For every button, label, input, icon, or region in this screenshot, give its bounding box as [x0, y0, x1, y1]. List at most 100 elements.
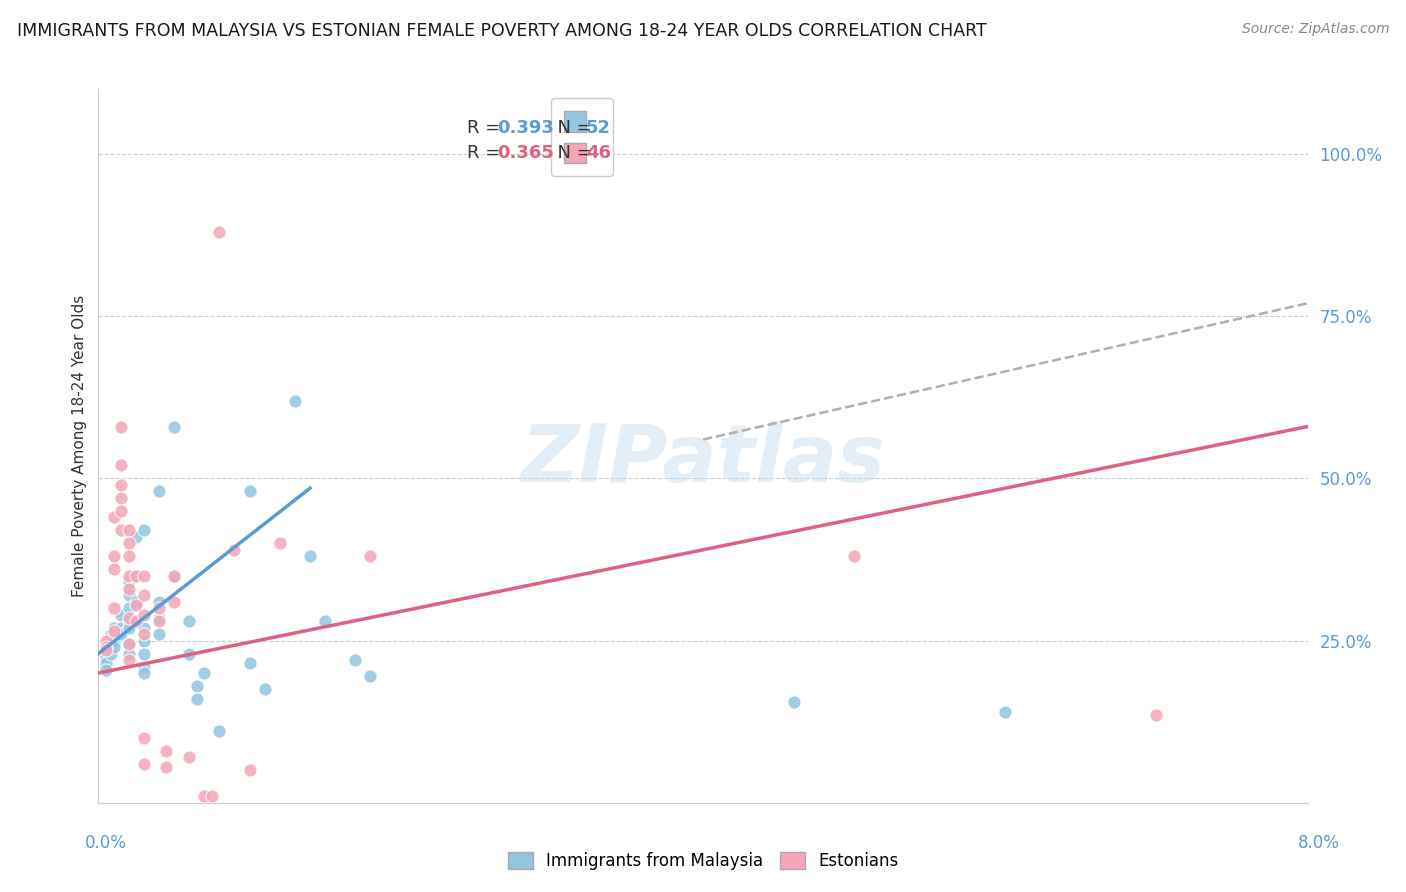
- Point: [118, 614, 141, 628]
- Text: 52: 52: [586, 120, 610, 137]
- Point: [103, 624, 125, 638]
- Text: N =: N =: [546, 145, 598, 162]
- Point: [118, 575, 141, 590]
- Point: [103, 621, 125, 635]
- Point: [94, 657, 117, 671]
- Point: [148, 627, 170, 641]
- Point: [103, 633, 125, 648]
- Point: [118, 582, 141, 596]
- Point: [155, 744, 177, 758]
- Text: 8.0%: 8.0%: [1298, 834, 1340, 852]
- Point: [239, 657, 262, 671]
- Point: [163, 595, 186, 609]
- Point: [186, 692, 208, 706]
- Text: 0.365: 0.365: [498, 145, 554, 162]
- Point: [118, 524, 141, 538]
- Point: [132, 731, 155, 745]
- Point: [148, 595, 170, 609]
- Point: [103, 640, 125, 654]
- Point: [193, 789, 215, 804]
- Point: [125, 530, 148, 544]
- Point: [118, 647, 141, 661]
- Point: [125, 595, 148, 609]
- Point: [103, 601, 125, 615]
- Point: [132, 756, 155, 771]
- Point: [284, 393, 307, 408]
- Point: [100, 647, 122, 661]
- Point: [132, 568, 155, 582]
- Point: [103, 627, 125, 641]
- Point: [118, 536, 141, 550]
- Point: [201, 789, 224, 804]
- Text: N =: N =: [546, 120, 598, 137]
- Point: [118, 637, 141, 651]
- Point: [186, 679, 208, 693]
- Point: [360, 549, 382, 564]
- Point: [360, 669, 382, 683]
- Point: [118, 588, 141, 602]
- Point: [94, 643, 117, 657]
- Point: [118, 653, 141, 667]
- Point: [100, 627, 122, 641]
- Point: [179, 647, 201, 661]
- Point: [94, 640, 117, 654]
- Point: [163, 419, 186, 434]
- Point: [110, 607, 132, 622]
- Point: [783, 695, 806, 709]
- Point: [118, 637, 141, 651]
- Point: [299, 549, 322, 564]
- Point: [844, 549, 866, 564]
- Point: [994, 705, 1017, 719]
- Text: Source: ZipAtlas.com: Source: ZipAtlas.com: [1241, 22, 1389, 37]
- Text: R =: R =: [467, 120, 506, 137]
- Point: [110, 491, 132, 505]
- Text: IMMIGRANTS FROM MALAYSIA VS ESTONIAN FEMALE POVERTY AMONG 18-24 YEAR OLDS CORREL: IMMIGRANTS FROM MALAYSIA VS ESTONIAN FEM…: [17, 22, 987, 40]
- Text: 0.0%: 0.0%: [84, 834, 127, 852]
- Point: [132, 588, 155, 602]
- Point: [110, 419, 132, 434]
- Point: [239, 484, 262, 499]
- Point: [253, 682, 276, 697]
- Point: [132, 627, 155, 641]
- Point: [344, 653, 367, 667]
- Point: [132, 633, 155, 648]
- Point: [314, 614, 336, 628]
- Point: [125, 614, 148, 628]
- Point: [239, 764, 262, 778]
- Point: [132, 659, 155, 673]
- Point: [94, 637, 117, 651]
- Point: [163, 568, 186, 582]
- Point: [118, 568, 141, 582]
- Point: [132, 524, 155, 538]
- Legend: Immigrants from Malaysia, Estonians: Immigrants from Malaysia, Estonians: [501, 845, 905, 877]
- Point: [193, 666, 215, 681]
- Point: [132, 666, 155, 681]
- Point: [100, 640, 122, 654]
- Point: [148, 601, 170, 615]
- Point: [110, 621, 132, 635]
- Point: [148, 614, 170, 628]
- Text: 0.393: 0.393: [498, 120, 554, 137]
- Point: [132, 621, 155, 635]
- Point: [155, 760, 177, 774]
- Point: [110, 504, 132, 518]
- Point: [103, 510, 125, 524]
- Point: [94, 649, 117, 664]
- Point: [118, 601, 141, 615]
- Text: R =: R =: [467, 145, 506, 162]
- Point: [94, 633, 117, 648]
- Y-axis label: Female Poverty Among 18-24 Year Olds: Female Poverty Among 18-24 Year Olds: [72, 295, 87, 597]
- Text: 46: 46: [586, 145, 610, 162]
- Point: [179, 614, 201, 628]
- Point: [179, 750, 201, 764]
- Point: [125, 598, 148, 612]
- Point: [125, 568, 148, 582]
- Point: [118, 621, 141, 635]
- Point: [110, 524, 132, 538]
- Point: [110, 627, 132, 641]
- Point: [208, 724, 231, 739]
- Point: [94, 663, 117, 677]
- Point: [148, 484, 170, 499]
- Point: [269, 536, 291, 550]
- Point: [208, 225, 231, 239]
